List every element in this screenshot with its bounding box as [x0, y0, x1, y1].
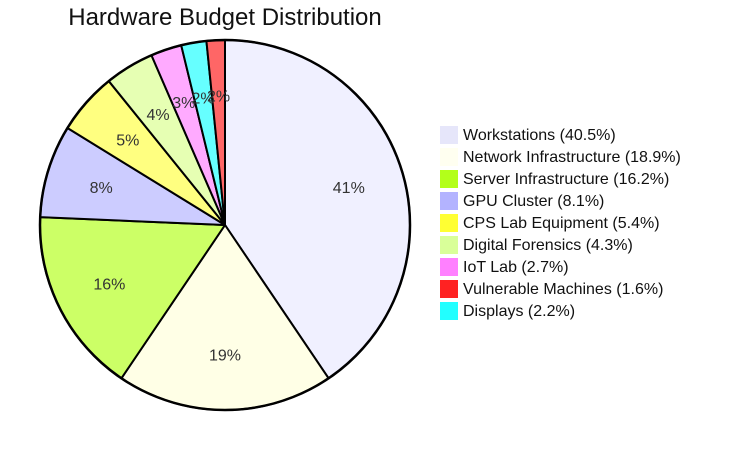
slice-label-displays: 2%	[192, 90, 215, 107]
legend-label-server-infrastructure: Server Infrastructure (16.2%)	[463, 171, 669, 188]
legend-swatch-displays	[440, 302, 458, 320]
legend-swatch-workstations	[440, 126, 458, 144]
slice-label-gpu-cluster: 8%	[90, 180, 113, 197]
legend-label-displays: Displays (2.2%)	[463, 303, 575, 320]
legend-swatch-digital-forensics	[440, 236, 458, 254]
chart-title: Hardware Budget Distribution	[68, 4, 382, 31]
legend-label-gpu-cluster: GPU Cluster (8.1%)	[463, 193, 604, 210]
slice-label-iot-lab: 3%	[172, 95, 195, 112]
legend-label-iot-lab: IoT Lab (2.7%)	[463, 259, 569, 276]
slice-label-digital-forensics: 4%	[146, 107, 169, 124]
legend-swatch-gpu-cluster	[440, 192, 458, 210]
legend-swatch-server-infrastructure	[440, 170, 458, 188]
legend-swatch-vulnerable-machines	[440, 280, 458, 298]
legend-label-vulnerable-machines: Vulnerable Machines (1.6%)	[463, 281, 663, 298]
legend-label-network-infrastructure: Network Infrastructure (18.9%)	[463, 149, 681, 166]
slice-label-cps-lab-equipment: 5%	[116, 132, 139, 149]
slice-label-vulnerable-machines: 2%	[207, 89, 230, 106]
pie-outline	[38, 38, 412, 412]
legend-swatch-network-infrastructure	[440, 148, 458, 166]
slice-labels: 41%19%16%8%5%4%3%2%2%	[90, 89, 365, 365]
slice-label-network-infrastructure: 19%	[209, 348, 241, 365]
slice-label-server-infrastructure: 16%	[93, 276, 125, 293]
legend-label-workstations: Workstations (40.5%)	[463, 127, 616, 144]
legend-swatch-cps-lab-equipment	[440, 214, 458, 232]
legend-swatch-iot-lab	[440, 258, 458, 276]
slice-label-workstations: 41%	[333, 180, 365, 197]
legend-label-cps-lab-equipment: CPS Lab Equipment (5.4%)	[463, 215, 660, 232]
legend: Workstations (40.5%) Network Infrastructu…	[440, 126, 681, 320]
legend-label-digital-forensics: Digital Forensics (4.3%)	[463, 237, 633, 254]
